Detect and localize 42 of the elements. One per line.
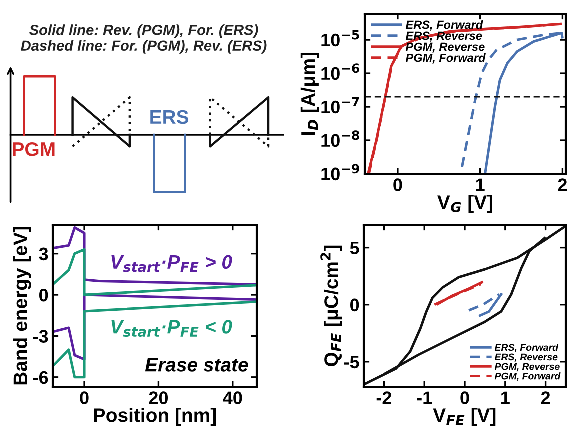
y-tick-label: 0 — [350, 298, 360, 312]
y-tick-label: 3 — [39, 248, 48, 261]
legend-label: PGM, Reverse — [406, 42, 485, 53]
text: ERS — [150, 110, 189, 124]
y-tick-label: 10$^{−7}$ — [322, 97, 360, 114]
legend-label: ERS, Forward — [406, 20, 484, 31]
y-tick-label: 10$^{−5}$ — [322, 30, 360, 47]
legend-label: PGM, Forward — [494, 372, 561, 382]
y-tick-label: -3 — [33, 330, 48, 343]
y-tick-label: 0 — [40, 288, 48, 302]
x-tick-label: 1 — [502, 392, 510, 404]
text: PGM — [13, 142, 55, 156]
x-axis-title: V$_{G}$ [V] — [438, 195, 492, 214]
x-tick-label: 1 — [476, 178, 485, 192]
x-tick-label: 0 — [394, 178, 402, 192]
y-tick-label: 5 — [350, 242, 360, 255]
x-tick-label: 20 — [149, 392, 168, 404]
x-tick-label: 0 — [460, 392, 470, 404]
x-tick-label: -2 — [376, 392, 392, 404]
legend-label: ERS, Forward — [494, 344, 559, 352]
y-tick-label: 10$^{−9}$ — [322, 164, 360, 181]
y-tick-label: 10$^{−8}$ — [322, 130, 360, 148]
x-axis-title: V$_{FE}$ [V] — [433, 408, 496, 426]
y-axis-title: Band energy [eV] — [13, 227, 32, 385]
text: Solid line: Rev. (PGM), For. (ERS) Dashed line: For. (PGM), Rev. (ERS) — [21, 24, 267, 54]
y-tick-label: 10$^{−6}$ — [322, 64, 360, 80]
x-tick-label: 0 — [80, 392, 89, 404]
x-tick-label: -1 — [417, 392, 432, 404]
legend-label: ERS, Reverse — [494, 354, 558, 362]
legend-label: PGM, Reverse — [494, 363, 560, 372]
y-axis-title: I$_{D}$ [A/μm] — [300, 52, 320, 135]
x-tick-label: 2 — [558, 178, 568, 192]
x-tick-label: 2 — [541, 392, 550, 404]
x-tick-label: 40 — [223, 392, 242, 404]
series-label: V$_{start}$·P$_{FE}$ > 0 — [112, 255, 232, 272]
y-axis-title: Q$_{FE}$ [μC/cm$^{2}$] — [320, 246, 342, 366]
annotation: Erase state — [145, 358, 248, 372]
legend-label: PGM, Forward — [406, 54, 486, 64]
y-tick-label: -6 — [33, 371, 48, 384]
series-label: V$_{start}$·P$_{FE}$ < 0 — [112, 320, 232, 338]
x-axis-title: Position [nm] — [94, 408, 216, 426]
y-tick-label: -5 — [344, 356, 360, 369]
